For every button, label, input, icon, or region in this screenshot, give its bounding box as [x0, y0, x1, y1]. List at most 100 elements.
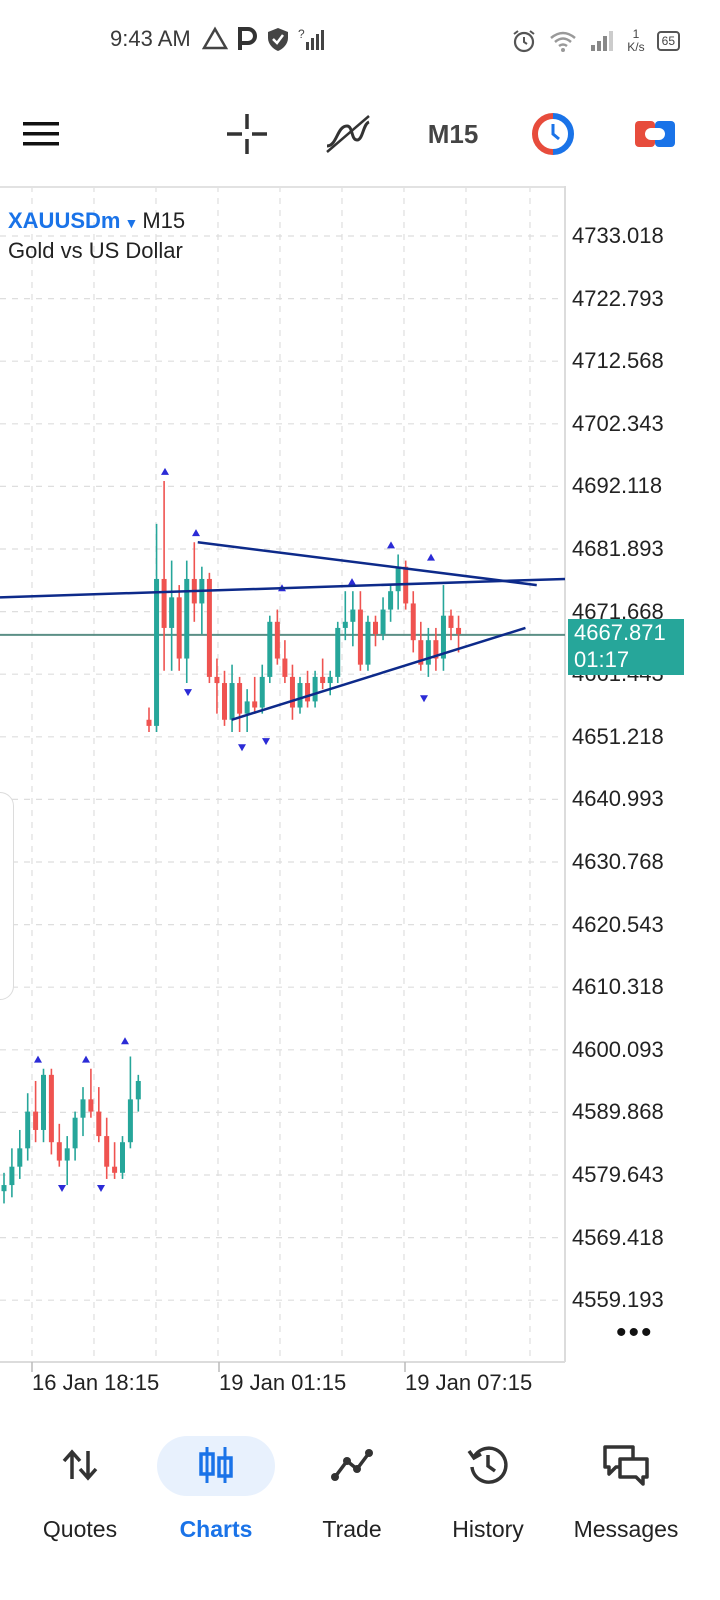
candle-body	[418, 640, 424, 665]
price-axis-label: 4640.993	[572, 786, 664, 812]
indicators-button[interactable]	[322, 108, 374, 160]
nav-charts-label: Charts	[179, 1516, 253, 1542]
candle-body	[320, 676, 326, 684]
quotes-arrows-icon	[62, 1449, 98, 1481]
candle-body	[433, 640, 439, 659]
candle-body	[135, 1080, 141, 1100]
trendline	[197, 540, 537, 587]
candle-body	[80, 1099, 86, 1118]
candle-body	[146, 719, 152, 726]
trade-button[interactable]	[630, 108, 680, 160]
fractal-up-marker	[82, 1055, 90, 1063]
dropdown-arrow-icon: ▼	[124, 215, 139, 231]
crosshair-button[interactable]	[224, 108, 270, 160]
candle-body	[327, 676, 333, 684]
candle-body	[154, 578, 160, 726]
one-click-trading-button[interactable]	[528, 108, 578, 160]
shield-icon	[268, 28, 288, 51]
bar-countdown: 01:17	[574, 647, 630, 672]
more-options-icon[interactable]: •••	[616, 1316, 654, 1349]
price-axis-label: 4559.193	[572, 1287, 664, 1313]
nav-active-indicator	[157, 1436, 275, 1496]
candle-body	[64, 1148, 70, 1161]
candle-body	[17, 1148, 23, 1167]
nav-charts[interactable]: Charts	[146, 1430, 286, 1543]
price-axis-label: 4651.218	[572, 723, 664, 749]
fractal-down-marker	[184, 689, 192, 697]
fractal-up-marker	[387, 541, 395, 549]
candle-body	[357, 609, 363, 665]
candle-body	[222, 683, 227, 720]
price-axis-label: 4589.868	[572, 1099, 664, 1125]
timeframe-button[interactable]: M15	[418, 108, 488, 160]
nav-quotes[interactable]: Quotes	[10, 1430, 150, 1543]
fractal-down-marker	[262, 738, 270, 746]
symbol-description: Gold vs US Dollar	[8, 238, 183, 263]
menu-button[interactable]	[18, 108, 64, 160]
nav-history-label: History	[452, 1516, 524, 1542]
signal-icon	[591, 31, 614, 51]
candle-body	[274, 621, 280, 659]
price-axis-label: 4733.018	[572, 223, 664, 248]
candle-body	[127, 1099, 133, 1143]
symbol-selector[interactable]: XAUUSDm ▼ M15	[8, 208, 185, 234]
nav-messages-label: Messages	[573, 1516, 679, 1542]
status-right-icons: 1 K/s 65	[511, 24, 680, 58]
candle-body	[206, 578, 212, 677]
price-axis-label: 4579.643	[572, 1162, 664, 1187]
candle-body	[305, 683, 311, 702]
time-axis-label: 19 Jan 01:15	[219, 1370, 347, 1395]
status-bar: 9:43 AM ? 1 K/s 65	[0, 0, 720, 80]
candle-body	[365, 621, 371, 665]
nav-trade[interactable]: Trade	[282, 1430, 422, 1543]
trendline	[231, 626, 526, 721]
candle-body	[48, 1074, 54, 1143]
price-axis-label: 4692.118	[572, 473, 663, 499]
nav-messages[interactable]: Messages	[556, 1430, 696, 1543]
nav-trade-label: Trade	[322, 1516, 382, 1542]
candle-body	[104, 1136, 110, 1167]
candle-body	[184, 578, 190, 659]
price-axis-label: 4610.318	[572, 974, 664, 1000]
candle-body	[395, 566, 401, 592]
fractal-up-marker	[161, 467, 169, 475]
status-time: 9:43 AM	[110, 26, 191, 51]
trade-toggle-icon	[635, 121, 675, 147]
chart-toolbar: M15	[0, 94, 720, 174]
candle-body	[120, 1142, 125, 1173]
candle-body	[41, 1074, 46, 1130]
fractal-up-marker	[121, 1037, 129, 1045]
price-axis-label: 4630.768	[572, 849, 664, 874]
battery-indicator: 65	[656, 31, 680, 51]
trendline	[0, 577, 566, 599]
candle-body	[448, 615, 454, 628]
status-left-icons: ?	[202, 24, 324, 54]
chart-canvas[interactable]	[0, 186, 720, 1400]
nav-quotes-label: Quotes	[42, 1516, 118, 1542]
time-axis-label: 16 Jan 18:15	[32, 1370, 160, 1395]
fractal-down-marker	[420, 695, 428, 703]
candle-body	[214, 676, 220, 684]
messages-bubble-icon	[603, 1445, 649, 1486]
candle-body	[229, 683, 235, 720]
charts-candles-icon	[199, 1447, 233, 1483]
svg-text:?: ?	[298, 27, 305, 41]
candle-body	[176, 597, 182, 659]
candle-body	[259, 676, 265, 708]
price-axis-label: 4722.793	[572, 285, 664, 311]
candle-body	[161, 578, 167, 628]
candle-body	[380, 609, 386, 635]
candle-body	[56, 1142, 62, 1161]
wifi-icon	[550, 31, 577, 52]
side-panel-handle[interactable]	[0, 792, 14, 1000]
fractal-up-marker	[34, 1055, 42, 1063]
candle-body	[33, 1111, 39, 1130]
price-chart[interactable]	[0, 186, 720, 1400]
fractal-up-marker	[427, 553, 435, 561]
candle-body	[72, 1117, 78, 1149]
nav-history[interactable]: History	[418, 1430, 558, 1543]
candle-body	[312, 676, 318, 702]
candle-body	[297, 683, 303, 708]
candle-body	[373, 621, 378, 635]
time-axis-label: 19 Jan 07:15	[405, 1370, 533, 1395]
